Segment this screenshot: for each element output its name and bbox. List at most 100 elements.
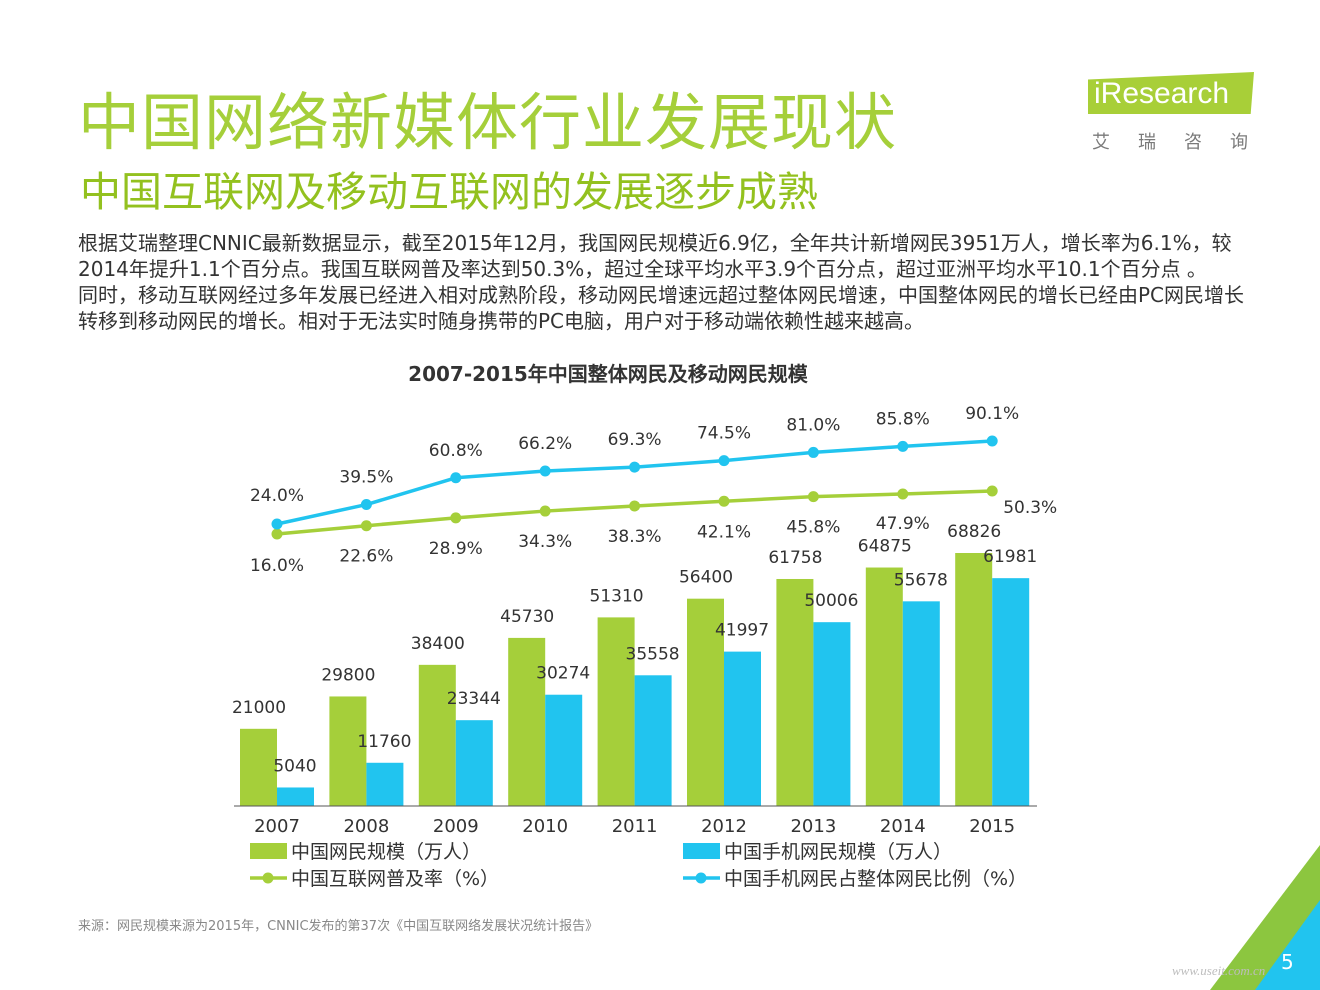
mobile-share-label-2008: 39.5% bbox=[339, 468, 393, 488]
bar-label-mobile-2014: 55678 bbox=[894, 570, 948, 590]
bar-label-total-2010: 45730 bbox=[500, 607, 554, 627]
x-tick-2010: 2010 bbox=[522, 816, 568, 837]
mobile-share-point-2015 bbox=[986, 435, 998, 447]
logo-i-letter: i bbox=[1094, 77, 1101, 110]
mobile-share-label-2012: 74.5% bbox=[697, 424, 751, 444]
chart-title: 2007-2015年中国整体网民及移动网民规模 bbox=[408, 362, 809, 386]
mobile-share-label-2011: 69.3% bbox=[608, 430, 662, 450]
penetration-rate-point-2011 bbox=[629, 500, 641, 512]
penetration-rate-label-2012: 42.1% bbox=[697, 522, 751, 542]
bar-label-mobile-2010: 30274 bbox=[536, 664, 590, 684]
bar-total-netizens-2011 bbox=[597, 617, 635, 806]
bar-mobile-netizens-2012 bbox=[724, 651, 761, 806]
paragraph-2: 同时，移动互联网经过多年发展已经进入相对成熟阶段，移动网民增速远超过整体网民增速… bbox=[78, 283, 1245, 333]
mobile-share-point-2011 bbox=[629, 461, 641, 473]
legend-total-netizens-label: 中国网民规模（万人） bbox=[291, 841, 481, 863]
bar-label-mobile-2008: 11760 bbox=[357, 732, 411, 752]
x-tick-2009: 2009 bbox=[433, 816, 479, 837]
bar-label-total-2012: 56400 bbox=[679, 568, 733, 588]
x-tick-labels: 2007 2008 2009 2010 2011 2012 2013 2014 2015 bbox=[254, 816, 1015, 837]
bar-total-netizens-2009 bbox=[418, 664, 456, 806]
bar-total-netizens-2010 bbox=[508, 637, 546, 806]
mobile-share-point-2012 bbox=[718, 455, 730, 467]
mobile-share-label-2007: 24.0% bbox=[250, 486, 304, 506]
penetration-rate-label-2011: 38.3% bbox=[608, 527, 662, 547]
x-tick-2007: 2007 bbox=[254, 816, 300, 837]
x-tick-2015: 2015 bbox=[969, 816, 1015, 837]
description-text: 根据艾瑞整理CNNIC最新数据显示，截至2015年12月，我国网民规模近6.9亿… bbox=[78, 230, 1258, 334]
paragraph-1: 根据艾瑞整理CNNIC最新数据显示，截至2015年12月，我国网民规模近6.9亿… bbox=[78, 231, 1232, 281]
mobile-share-label-2014: 85.8% bbox=[876, 409, 930, 429]
mobile-share-label-2010: 66.2% bbox=[518, 434, 572, 454]
bar-label-total-2013: 61758 bbox=[768, 548, 822, 568]
bar-mobile-netizens-2014 bbox=[902, 601, 940, 806]
legend-total-netizens-swatch bbox=[250, 843, 287, 859]
bar-label-total-2011: 51310 bbox=[590, 586, 644, 606]
bar-series-group bbox=[240, 553, 1030, 806]
mobile-share-point-2014 bbox=[897, 440, 909, 452]
mobile-share-point-2013 bbox=[807, 446, 819, 458]
bar-mobile-netizens-2009 bbox=[455, 720, 493, 806]
bar-label-total-2014: 64875 bbox=[858, 537, 912, 557]
line-series-group: 16.0% 22.6% 28.9% 34.3% 38.3% 42.1% 45.8% 47.9%… bbox=[250, 404, 1057, 576]
bar-label-total-2009: 38400 bbox=[411, 634, 465, 654]
mobile-share-point-2010 bbox=[539, 465, 551, 477]
penetration-rate-point-2015 bbox=[986, 485, 998, 497]
penetration-rate-label-2009: 28.9% bbox=[429, 539, 483, 559]
bar-mobile-netizens-2015 bbox=[992, 578, 1030, 806]
penetration-rate-point-2012 bbox=[718, 495, 730, 507]
x-tick-2011: 2011 bbox=[612, 816, 658, 837]
penetration-rate-label-2007: 16.0% bbox=[250, 556, 304, 576]
legend-mobile-share-swatch-dot bbox=[695, 872, 707, 884]
bar-total-netizens-2014 bbox=[865, 567, 903, 806]
page-title: 中国网络新媒体行业发展现状 bbox=[78, 86, 898, 159]
legend-mobile-netizens-label: 中国手机网民规模（万人） bbox=[724, 841, 952, 863]
bar-label-total-2015: 68826 bbox=[947, 522, 1001, 542]
bar-label-mobile-2007: 5040 bbox=[273, 756, 316, 776]
iresearch-logo: iResearch 艾瑞咨询 bbox=[1088, 70, 1263, 156]
penetration-rate-label-2008: 22.6% bbox=[339, 547, 393, 567]
corner-decoration-blue bbox=[1255, 900, 1320, 990]
penetration-rate-point-2010 bbox=[539, 505, 551, 517]
chart-legend: 中国网民规模（万人） 中国手机网民规模（万人） 中国互联网普及率（%） 中国手机网民占… bbox=[250, 841, 1027, 890]
penetration-rate-label-2013: 45.8% bbox=[786, 518, 840, 538]
bar-mobile-netizens-2011 bbox=[634, 675, 672, 806]
page-subtitle: 中国互联网及移动互联网的发展逐步成熟 bbox=[80, 168, 818, 216]
x-tick-2012: 2012 bbox=[701, 816, 747, 837]
bar-label-total-2008: 29800 bbox=[321, 665, 375, 685]
x-tick-2013: 2013 bbox=[790, 816, 836, 837]
bar-label-mobile-2013: 50006 bbox=[804, 591, 858, 611]
bar-label-total-2007: 21000 bbox=[232, 698, 286, 718]
bar-total-netizens-2015 bbox=[955, 553, 993, 806]
penetration-rate-point-2009 bbox=[450, 512, 462, 524]
bar-label-mobile-2015: 61981 bbox=[983, 547, 1037, 567]
legend-penetration-rate-swatch-dot bbox=[262, 872, 274, 884]
page-number: 5 bbox=[1281, 950, 1294, 974]
mobile-share-label-2015: 90.1% bbox=[965, 404, 1019, 424]
bar-total-netizens-2008 bbox=[329, 696, 367, 806]
legend-mobile-share-label: 中国手机网民占整体网民比例（%） bbox=[724, 868, 1027, 890]
mobile-share-label-2013: 81.0% bbox=[786, 415, 840, 435]
bar-mobile-netizens-2007 bbox=[277, 787, 314, 806]
watermark: www.useit.com.cn bbox=[1172, 963, 1266, 978]
bar-mobile-netizens-2013 bbox=[813, 622, 851, 806]
penetration-rate-label-2015: 50.3% bbox=[1003, 498, 1057, 518]
bar-mobile-netizens-2008 bbox=[366, 762, 404, 806]
source-note: 来源：网民规模来源为2015年，CNNIC发布的第37次《中国互联网络发展状况统… bbox=[78, 919, 599, 934]
bar-total-netizens-2013 bbox=[776, 578, 814, 806]
bar-label-group: 21000 5040 29800 11760 38400 23344 45730 30274 5… bbox=[232, 522, 1037, 776]
bar-total-netizens-2007 bbox=[240, 728, 277, 806]
bar-label-mobile-2012: 41997 bbox=[715, 621, 769, 641]
logo-banner bbox=[1088, 72, 1254, 114]
bar-label-mobile-2009: 23344 bbox=[447, 689, 501, 709]
legend-penetration-rate-label: 中国互联网普及率（%） bbox=[291, 868, 499, 890]
mobile-share-point-2007 bbox=[271, 518, 283, 530]
penetration-rate-point-2007 bbox=[271, 528, 283, 540]
x-tick-2008: 2008 bbox=[343, 816, 389, 837]
penetration-rate-point-2014 bbox=[897, 488, 909, 500]
logo-word: Research bbox=[1100, 77, 1230, 110]
penetration-rate-point-2008 bbox=[360, 520, 372, 532]
penetration-rate-label-2014: 47.9% bbox=[876, 514, 930, 534]
bar-mobile-netizens-2010 bbox=[545, 694, 583, 806]
penetration-rate-point-2013 bbox=[807, 491, 819, 503]
